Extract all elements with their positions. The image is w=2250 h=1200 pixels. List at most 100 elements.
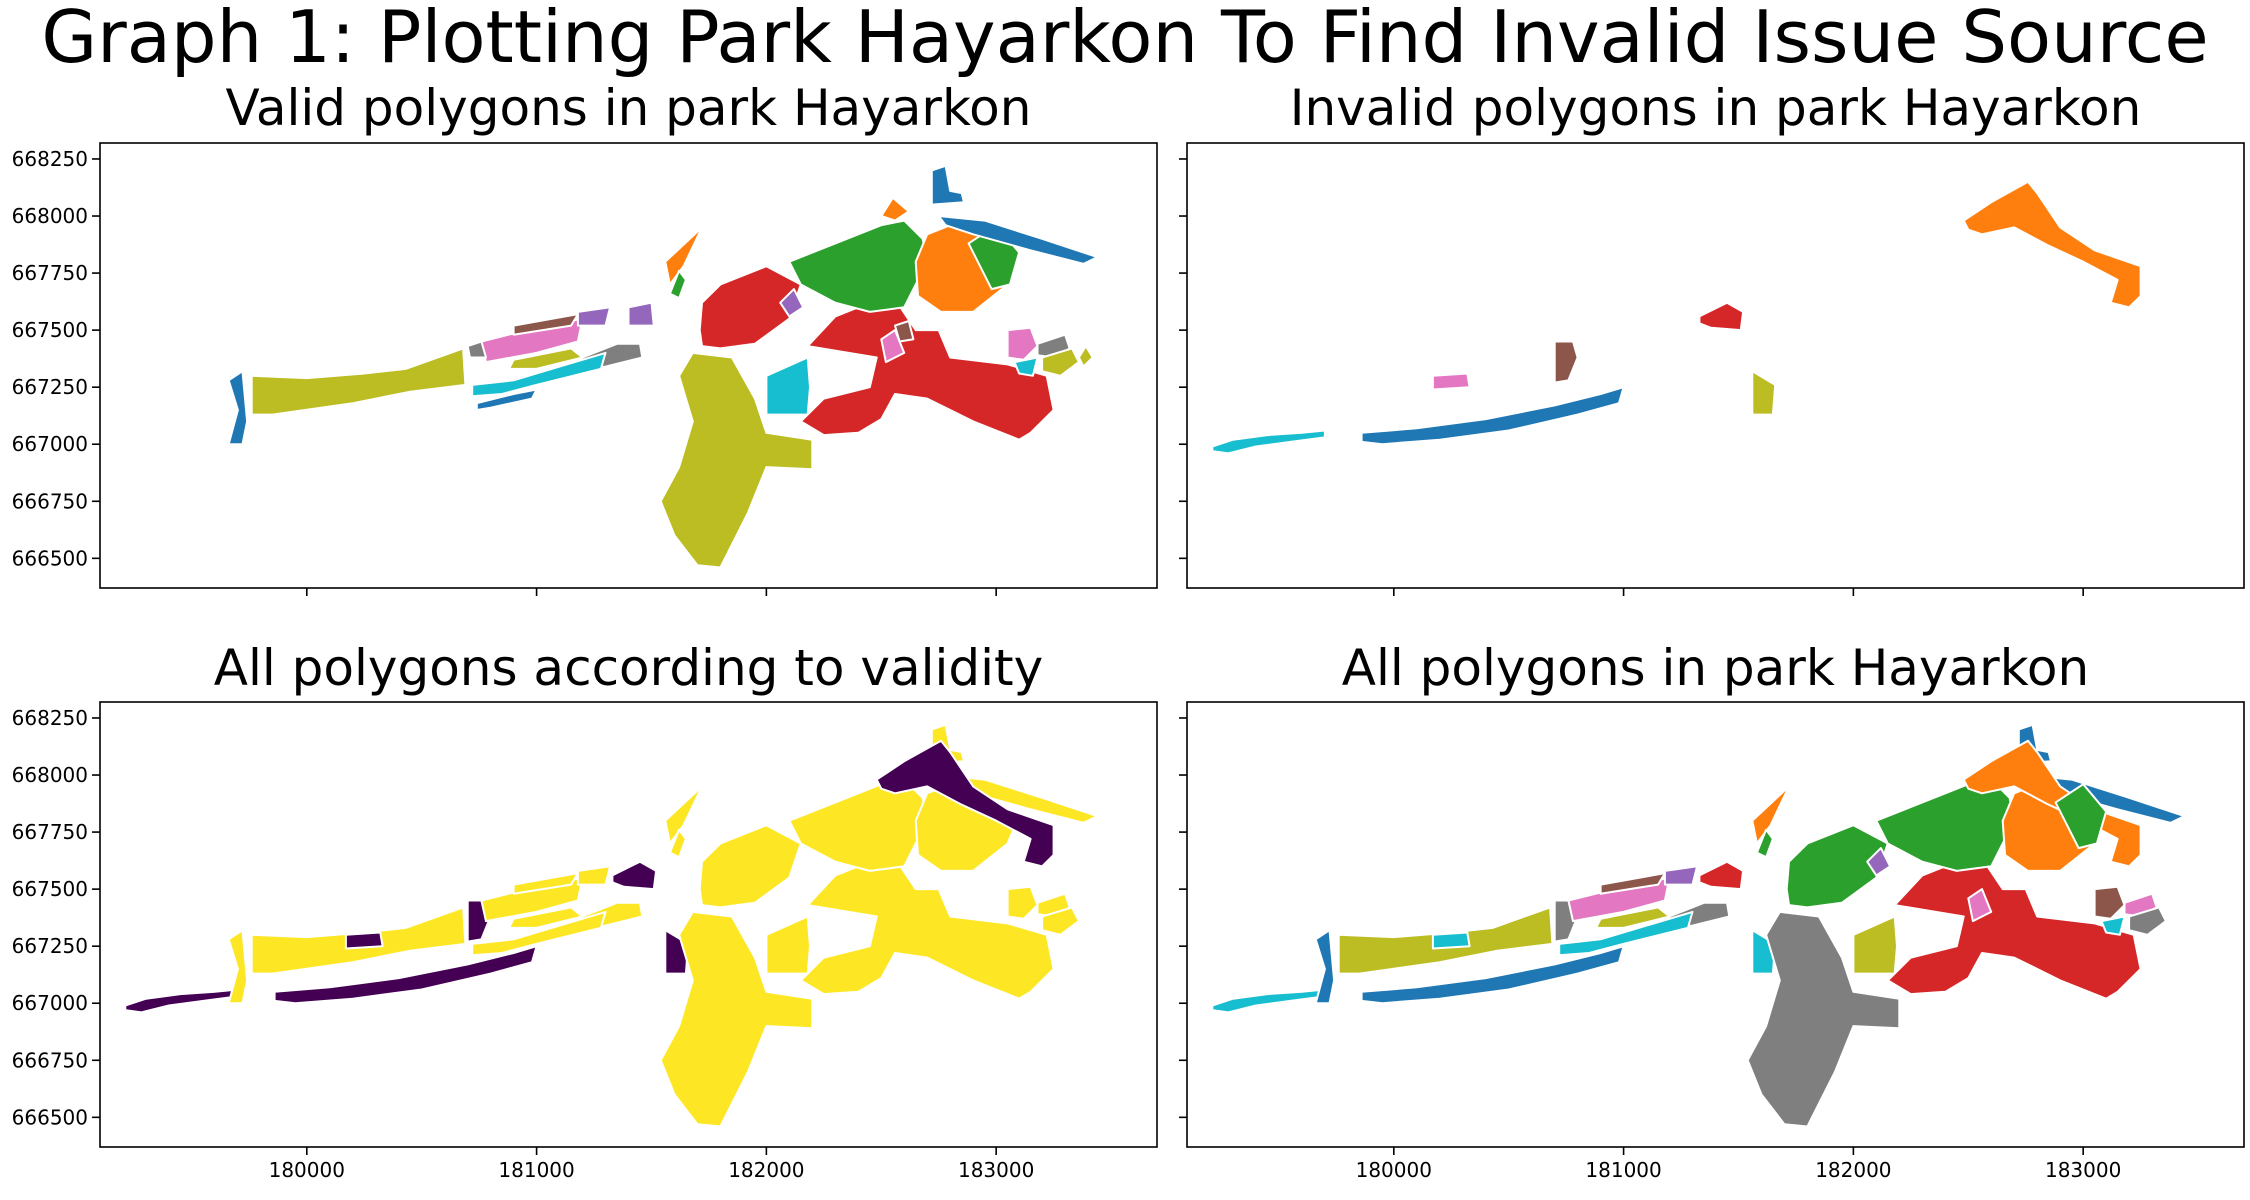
y-tick-label: 667000 — [12, 432, 88, 456]
x-tick-label: 183000 — [2045, 1158, 2121, 1182]
map-polygon — [250, 347, 467, 416]
map-polygon — [1360, 945, 1625, 1005]
panel-title: Invalid polygons in park Hayarkon — [1290, 79, 2142, 137]
map-polygon — [1431, 372, 1471, 391]
map-polygon — [894, 320, 915, 343]
map-polygon — [475, 388, 538, 411]
panels-container: Valid polygons in park Hayarkon 666500 666… — [12, 79, 2245, 1182]
map-polygon — [471, 351, 607, 398]
polygon-layer — [124, 723, 1099, 1128]
map-polygon — [2093, 885, 2126, 920]
map-polygon — [668, 828, 687, 859]
map-polygon — [664, 785, 703, 845]
panel-valid: Valid polygons in park Hayarkon 666500 666… — [12, 79, 1158, 596]
map-polygon — [875, 739, 1055, 868]
map-polygon — [788, 219, 929, 313]
map-polygon — [1663, 865, 1699, 886]
y-tick-label: 667000 — [12, 991, 88, 1015]
x-tick-label: 180000 — [1356, 1158, 1432, 1182]
figure-suptitle: Graph 1: Plotting Park Hayarkon To Find … — [41, 0, 2208, 79]
y-tick-label: 667750 — [12, 820, 88, 844]
panel-invalid: Invalid polygons in park Hayarkon — [1179, 79, 2245, 596]
map-polygon — [1314, 929, 1336, 1005]
map-polygon — [512, 872, 579, 895]
map-polygon — [799, 853, 1055, 1000]
polygon-layer — [227, 164, 1099, 569]
map-polygon — [1431, 931, 1471, 950]
map-polygon — [1211, 429, 1326, 455]
map-polygon — [1558, 910, 1694, 957]
y-tick-label: 668250 — [12, 706, 88, 730]
panel-validity: All polygons according to validity 666500… — [12, 639, 1158, 1155]
map-polygon — [668, 269, 687, 300]
map-polygon — [512, 313, 579, 336]
map-polygon — [1746, 910, 1901, 1128]
map-polygon — [227, 370, 249, 446]
x-tick-label: 182000 — [1815, 1158, 1891, 1182]
x-tick-label: 181000 — [498, 1158, 574, 1182]
panel-title: Valid polygons in park Hayarkon — [226, 79, 1032, 137]
map-polygon — [576, 865, 612, 886]
map-polygon — [2100, 915, 2126, 936]
map-polygon — [1077, 345, 1094, 368]
map-polygon — [344, 931, 384, 950]
x-tick-label: 180000 — [269, 1158, 345, 1182]
map-polygon — [930, 164, 965, 206]
y-tick-label: 666500 — [12, 546, 88, 570]
map-polygon — [788, 778, 929, 872]
map-polygon — [611, 860, 658, 891]
map-polygon — [1751, 785, 1790, 845]
map-polygon — [471, 910, 607, 957]
map-polygon — [2054, 783, 2108, 850]
y-tick-label: 667500 — [12, 318, 88, 342]
map-polygon — [1211, 988, 1326, 1014]
y-tick-label: 666500 — [12, 1105, 88, 1129]
map-polygon — [1698, 860, 1745, 891]
map-polygon — [508, 347, 584, 370]
panel-validity-xlabels: 180000 181000 182000 183000 — [269, 1158, 1035, 1182]
map-polygon — [1698, 301, 1745, 332]
map-polygon — [937, 215, 1099, 265]
polygon-layer — [1211, 723, 2186, 1128]
x-tick-label: 182000 — [728, 1158, 804, 1182]
map-polygon — [1006, 326, 1039, 361]
axes-frame — [99, 701, 1158, 1148]
y-tick-label: 667250 — [12, 375, 88, 399]
map-polygon — [1875, 778, 2016, 872]
map-polygon — [1041, 906, 1080, 936]
y-tick-label: 667500 — [12, 877, 88, 901]
map-polygon — [1360, 386, 1625, 446]
axes-frame — [1186, 142, 2245, 589]
map-polygon — [273, 945, 538, 1005]
x-tick-label: 183000 — [958, 1158, 1034, 1182]
map-polygon — [1755, 828, 1774, 859]
map-polygon — [508, 906, 584, 929]
map-polygon — [1006, 885, 1039, 920]
map-polygon — [1599, 872, 1666, 895]
map-polygon — [1866, 847, 1892, 877]
map-polygon — [1751, 370, 1777, 416]
map-polygon — [1852, 915, 1898, 975]
map-polygon — [880, 329, 906, 364]
axes-frame — [1186, 701, 2245, 1148]
map-polygon — [659, 910, 814, 1128]
map-polygon — [1041, 347, 1080, 377]
map-polygon — [124, 988, 239, 1014]
map-polygon — [1962, 739, 2142, 868]
y-tick-label: 668000 — [12, 763, 88, 787]
map-polygon — [659, 351, 814, 569]
map-polygon — [765, 915, 811, 975]
polygon-layer — [1211, 180, 2142, 455]
map-polygon — [1962, 180, 2142, 309]
map-polygon — [227, 929, 249, 1005]
y-tick-label: 668250 — [12, 147, 88, 171]
map-polygon — [799, 294, 1055, 441]
map-polygon — [576, 306, 612, 327]
map-polygon — [1886, 853, 2142, 1000]
map-polygon — [466, 340, 487, 359]
y-tick-label: 668000 — [12, 204, 88, 228]
map-polygon — [1013, 356, 1039, 377]
map-polygon — [698, 824, 802, 909]
map-polygon — [2128, 906, 2167, 936]
